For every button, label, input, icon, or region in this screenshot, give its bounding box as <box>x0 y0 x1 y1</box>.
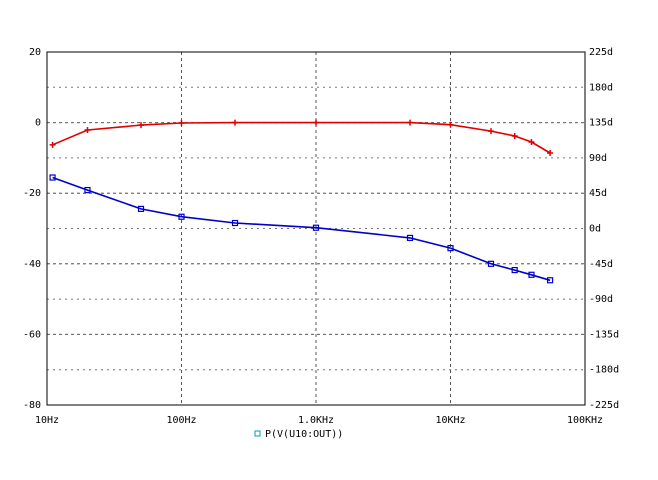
x-tick-label: 1.0KHz <box>298 415 334 426</box>
point-marker <box>407 119 414 126</box>
point-marker <box>447 245 454 252</box>
point-marker <box>312 224 320 231</box>
x-tick-label: 100Hz <box>166 415 196 426</box>
point-marker <box>137 205 145 212</box>
y-tick-label: -40 <box>23 259 41 270</box>
x-tick-label: 10KHz <box>435 415 465 426</box>
x-tick-label: 10Hz <box>35 415 59 426</box>
y2-tick-label: 225d <box>589 47 613 58</box>
point-marker <box>49 174 56 181</box>
y2-tick-label: -225d <box>589 400 619 411</box>
point-marker <box>528 139 535 146</box>
point-marker <box>547 149 554 156</box>
plot-frame <box>46 51 586 406</box>
y2-tick-label: -90d <box>589 294 613 305</box>
point-marker <box>487 128 494 135</box>
y2-tick-label: 45d <box>589 188 607 199</box>
y-tick-label: 20 <box>29 47 41 58</box>
point-marker <box>138 122 145 129</box>
y2-tick-label: -135d <box>589 329 619 340</box>
point-marker <box>231 219 239 227</box>
point-marker <box>546 277 554 284</box>
series-line <box>52 121 551 154</box>
y2-tick-label: 180d <box>589 82 613 93</box>
y2-tick-label: -45d <box>589 259 613 270</box>
y2-tick-label: 135d <box>589 118 613 129</box>
point-marker <box>178 213 185 220</box>
legend-marker <box>254 430 261 437</box>
y2-tick-label: -180d <box>589 365 619 376</box>
point-marker <box>406 234 414 242</box>
point-marker <box>232 119 239 126</box>
point-marker <box>528 271 535 278</box>
y-tick-label: -80 <box>23 400 41 411</box>
y-tick-label: -60 <box>23 329 41 340</box>
point-marker <box>49 141 56 148</box>
point-marker <box>447 121 454 128</box>
x-tick-label: 100KHz <box>567 415 603 426</box>
point-marker <box>313 119 319 126</box>
point-marker <box>487 260 495 267</box>
y-tick-label: -20 <box>23 188 41 199</box>
point-marker <box>178 119 185 126</box>
point-marker <box>84 127 91 134</box>
y-tick-label: 0 <box>35 118 41 129</box>
point-marker <box>84 186 91 194</box>
y2-tick-label: 90d <box>589 153 607 164</box>
y2-tick-label: 0d <box>589 224 601 235</box>
point-marker <box>511 266 518 274</box>
legend-label: P(V(U10:OUT)) <box>265 429 343 440</box>
point-marker <box>511 133 518 140</box>
